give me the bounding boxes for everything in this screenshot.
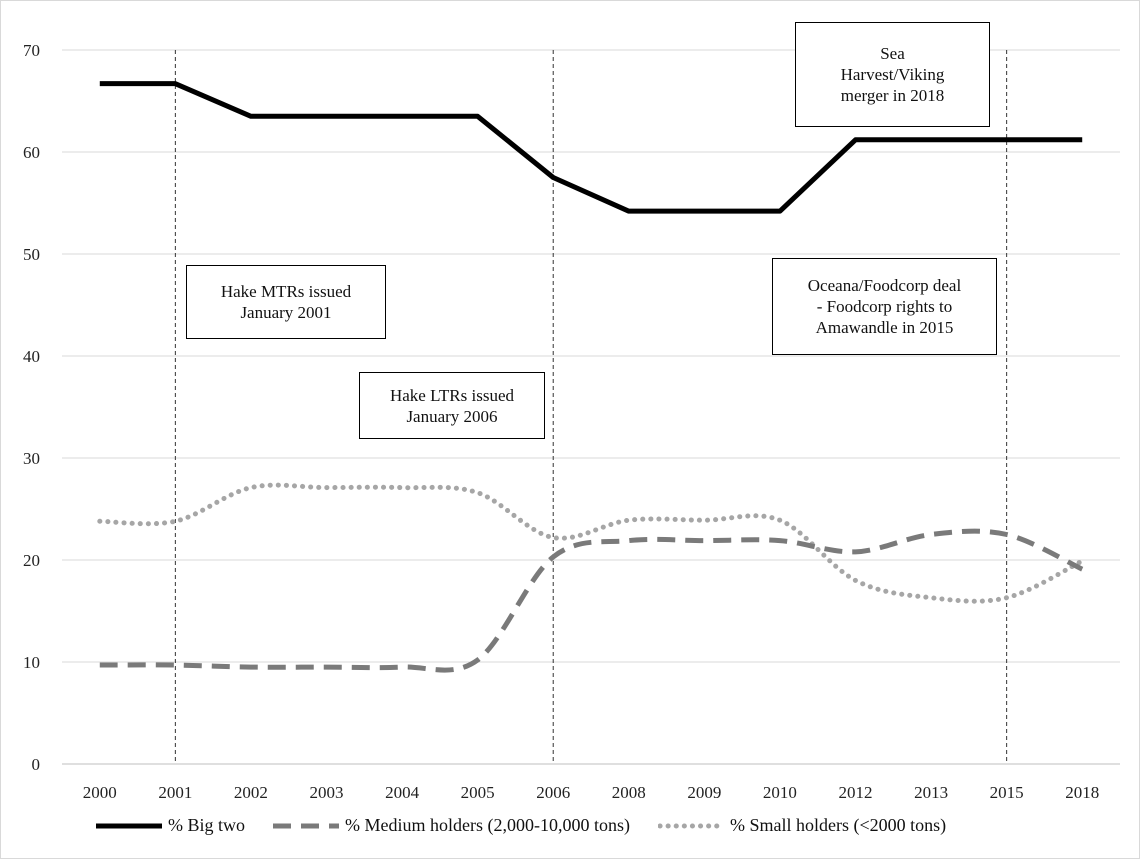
legend-label: % Small holders (<2000 tons) bbox=[729, 815, 947, 835]
y-tick-label: 0 bbox=[32, 755, 41, 774]
annotation-line: merger in 2018 bbox=[840, 86, 945, 105]
legend-swatch-dotted bbox=[657, 823, 724, 828]
annotation-line: Hake LTRs issued bbox=[389, 385, 515, 405]
x-tick-label: 2009 bbox=[687, 783, 721, 802]
x-tick-label: 2004 bbox=[385, 783, 420, 802]
annotation-line: Amawandle in 2015 bbox=[815, 318, 954, 337]
x-tick-label: 2012 bbox=[839, 783, 873, 802]
vertical-markers bbox=[174, 50, 1008, 764]
x-tick-label: 2005 bbox=[461, 783, 495, 802]
annotation-line: Sea bbox=[880, 44, 905, 63]
annotation-oceana-foodcorp: Oceana/Foodcorp deal - Foodcorp rights t… bbox=[772, 258, 997, 355]
annotation-line: - Foodcorp rights to bbox=[816, 297, 953, 316]
legend-item-medium: % Medium holders (2,000-10,000 tons) bbox=[273, 815, 630, 836]
x-tick-label: 2003 bbox=[310, 783, 344, 802]
annotation-line: January 2001 bbox=[240, 303, 332, 322]
y-tick-label: 30 bbox=[23, 449, 40, 468]
x-tick-label: 2010 bbox=[763, 783, 797, 802]
x-axis-ticks: 2000 2001 2002 2003 2004 2005 2006 2008 2009 2010… bbox=[83, 783, 1099, 802]
y-tick-label: 10 bbox=[23, 653, 40, 672]
annotation-line: Harvest/Viking bbox=[840, 65, 945, 84]
gridlines bbox=[62, 49, 1120, 765]
x-tick-label: 2013 bbox=[914, 783, 948, 802]
legend-item-small: % Small holders (<2000 tons) bbox=[657, 815, 947, 836]
x-tick-label: 2018 bbox=[1065, 783, 1099, 802]
y-tick-label: 50 bbox=[23, 245, 40, 264]
legend: % Big two % Medium holders (2,000-10,000… bbox=[96, 815, 968, 836]
x-tick-label: 2000 bbox=[83, 783, 117, 802]
series-line-solid bbox=[99, 81, 1083, 214]
y-axis-ticks: 0 10 20 30 40 50 60 70 bbox=[23, 41, 40, 774]
legend-label: % Medium holders (2,000-10,000 tons) bbox=[345, 815, 630, 835]
x-tick-label: 2001 bbox=[158, 783, 192, 802]
y-tick-label: 40 bbox=[23, 347, 40, 366]
x-tick-label: 2006 bbox=[536, 783, 570, 802]
series-line-dotted bbox=[97, 482, 1085, 604]
x-tick-label: 2008 bbox=[612, 783, 646, 802]
annotation-sea-harvest: Sea Harvest/Viking merger in 2018 bbox=[795, 22, 990, 127]
annotation-line: January 2006 bbox=[406, 406, 498, 426]
series-line-dashed bbox=[99, 528, 1084, 673]
annotation-line: Hake MTRs issued bbox=[220, 282, 352, 301]
legend-swatch-solid bbox=[96, 823, 162, 828]
y-tick-label: 20 bbox=[23, 551, 40, 570]
annotation-line: Oceana/Foodcorp deal bbox=[807, 276, 962, 295]
y-tick-label: 60 bbox=[23, 143, 40, 162]
annotation-hake-mtrs: Hake MTRs issued January 2001 bbox=[186, 265, 386, 339]
legend-label: % Big two bbox=[168, 815, 246, 835]
annotation-hake-ltrs: Hake LTRs issued January 2006 bbox=[359, 372, 545, 439]
series-lines bbox=[97, 81, 1085, 673]
legend-item-big-two: % Big two bbox=[96, 815, 245, 836]
x-tick-label: 2015 bbox=[990, 783, 1024, 802]
y-tick-label: 70 bbox=[23, 41, 40, 60]
legend-swatch-dashed bbox=[273, 823, 340, 828]
x-tick-label: 2002 bbox=[234, 783, 268, 802]
